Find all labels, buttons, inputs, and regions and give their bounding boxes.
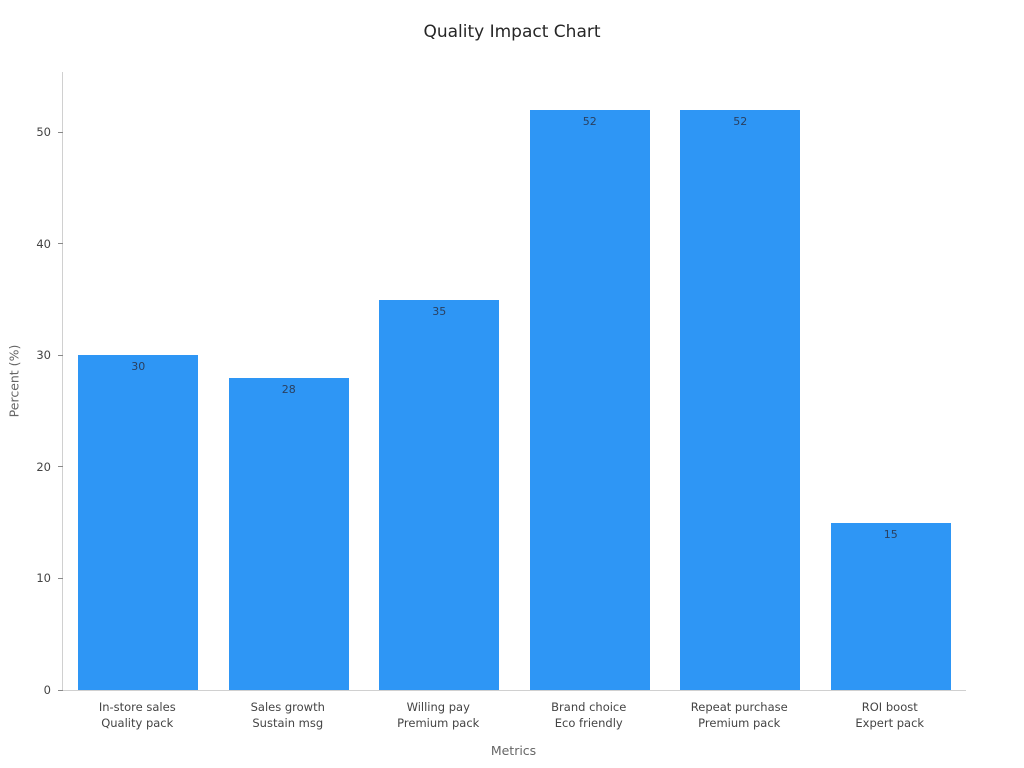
x-tick-label-3: Willing pay Premium pack — [397, 700, 480, 730]
x-tick-label-4: Brand choice Eco friendly — [551, 700, 627, 730]
y-tick-label: 40 — [36, 236, 51, 251]
plot-area: 0 10 20 30 40 50 30 28 35 52 52 15 — [36, 72, 966, 697]
bar-2: 28 — [228, 377, 349, 690]
x-tick-label-2: Sales growth Sustain msg — [250, 700, 325, 730]
chart-title: Quality Impact Chart — [423, 22, 601, 42]
y-tick-mark — [58, 354, 63, 356]
bar-value-label: 15 — [883, 527, 898, 541]
bar-slot: 15 — [816, 72, 967, 690]
bar-slot: 52 — [515, 72, 666, 690]
y-tick-mark — [58, 577, 63, 579]
bar-value-label: 52 — [733, 114, 748, 128]
bar-4: 52 — [529, 109, 650, 690]
y-axis-label: Percent (%) — [6, 344, 22, 418]
y-tick-label: 20 — [36, 459, 51, 474]
y-tick-mark — [58, 466, 63, 468]
bar-value-label: 28 — [281, 382, 296, 396]
x-axis-tick-labels: In-store sales Quality pack Sales growth … — [62, 699, 965, 731]
y-tick-label: 50 — [36, 125, 51, 140]
bar-value-label: 30 — [131, 360, 146, 374]
x-tick-label-5: Repeat purchase Premium pack — [690, 700, 788, 730]
bars: 30 28 35 52 52 15 — [63, 72, 966, 690]
bar-1: 30 — [78, 355, 199, 690]
bar-slot: 35 — [364, 72, 515, 690]
y-tick-label: 0 — [43, 683, 51, 697]
y-tick-mark — [58, 243, 63, 245]
bar-slot: 52 — [665, 72, 816, 690]
bar-6: 15 — [830, 522, 951, 690]
y-tick-mark — [58, 689, 63, 691]
y-tick-mark — [58, 131, 63, 133]
y-axis-ticks: 0 10 20 30 40 50 — [36, 72, 966, 697]
x-axis-label: Metrics — [490, 743, 537, 758]
y-tick-label: 30 — [36, 348, 51, 363]
y-tick-label: 10 — [36, 571, 51, 586]
bar-5: 52 — [680, 109, 801, 690]
bar-value-label: 35 — [432, 304, 447, 318]
bar-slot: 28 — [214, 72, 365, 690]
x-tick-label-6: ROI boost Expert pack — [855, 700, 925, 730]
bar-slot: 30 — [63, 72, 214, 690]
bar-3: 35 — [379, 299, 500, 690]
x-tick-label-1: In-store sales Quality pack — [98, 700, 176, 730]
bar-value-label: 52 — [582, 114, 597, 128]
